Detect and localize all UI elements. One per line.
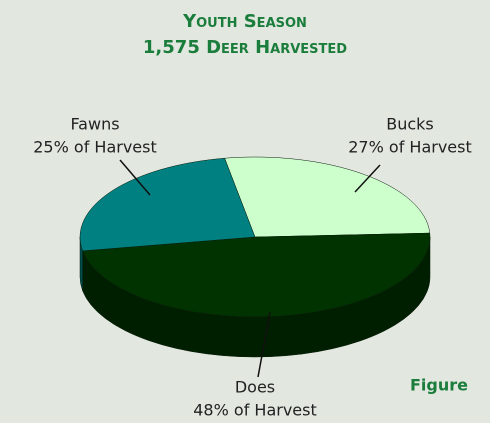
slice-label: Does bbox=[235, 378, 275, 397]
wedge bbox=[79, 157, 256, 252]
wedge bbox=[224, 156, 431, 238]
leader-line bbox=[354, 164, 381, 193]
chart-title: Youth Season bbox=[182, 11, 307, 32]
wedge bbox=[82, 232, 431, 318]
leader-line bbox=[119, 159, 151, 196]
figure-annotation: Figure bbox=[410, 376, 468, 395]
chart-subtitle: 1,575 Deer Harvested bbox=[143, 37, 347, 58]
slice-value-label: 27% of Harvest bbox=[348, 138, 472, 157]
slice-value-label: 48% of Harvest bbox=[193, 401, 317, 420]
slice-value-label: 25% of Harvest bbox=[33, 138, 157, 157]
leader-line bbox=[257, 311, 271, 378]
slice-label: Fawns bbox=[70, 115, 119, 134]
slice-label: Bucks bbox=[386, 115, 434, 134]
